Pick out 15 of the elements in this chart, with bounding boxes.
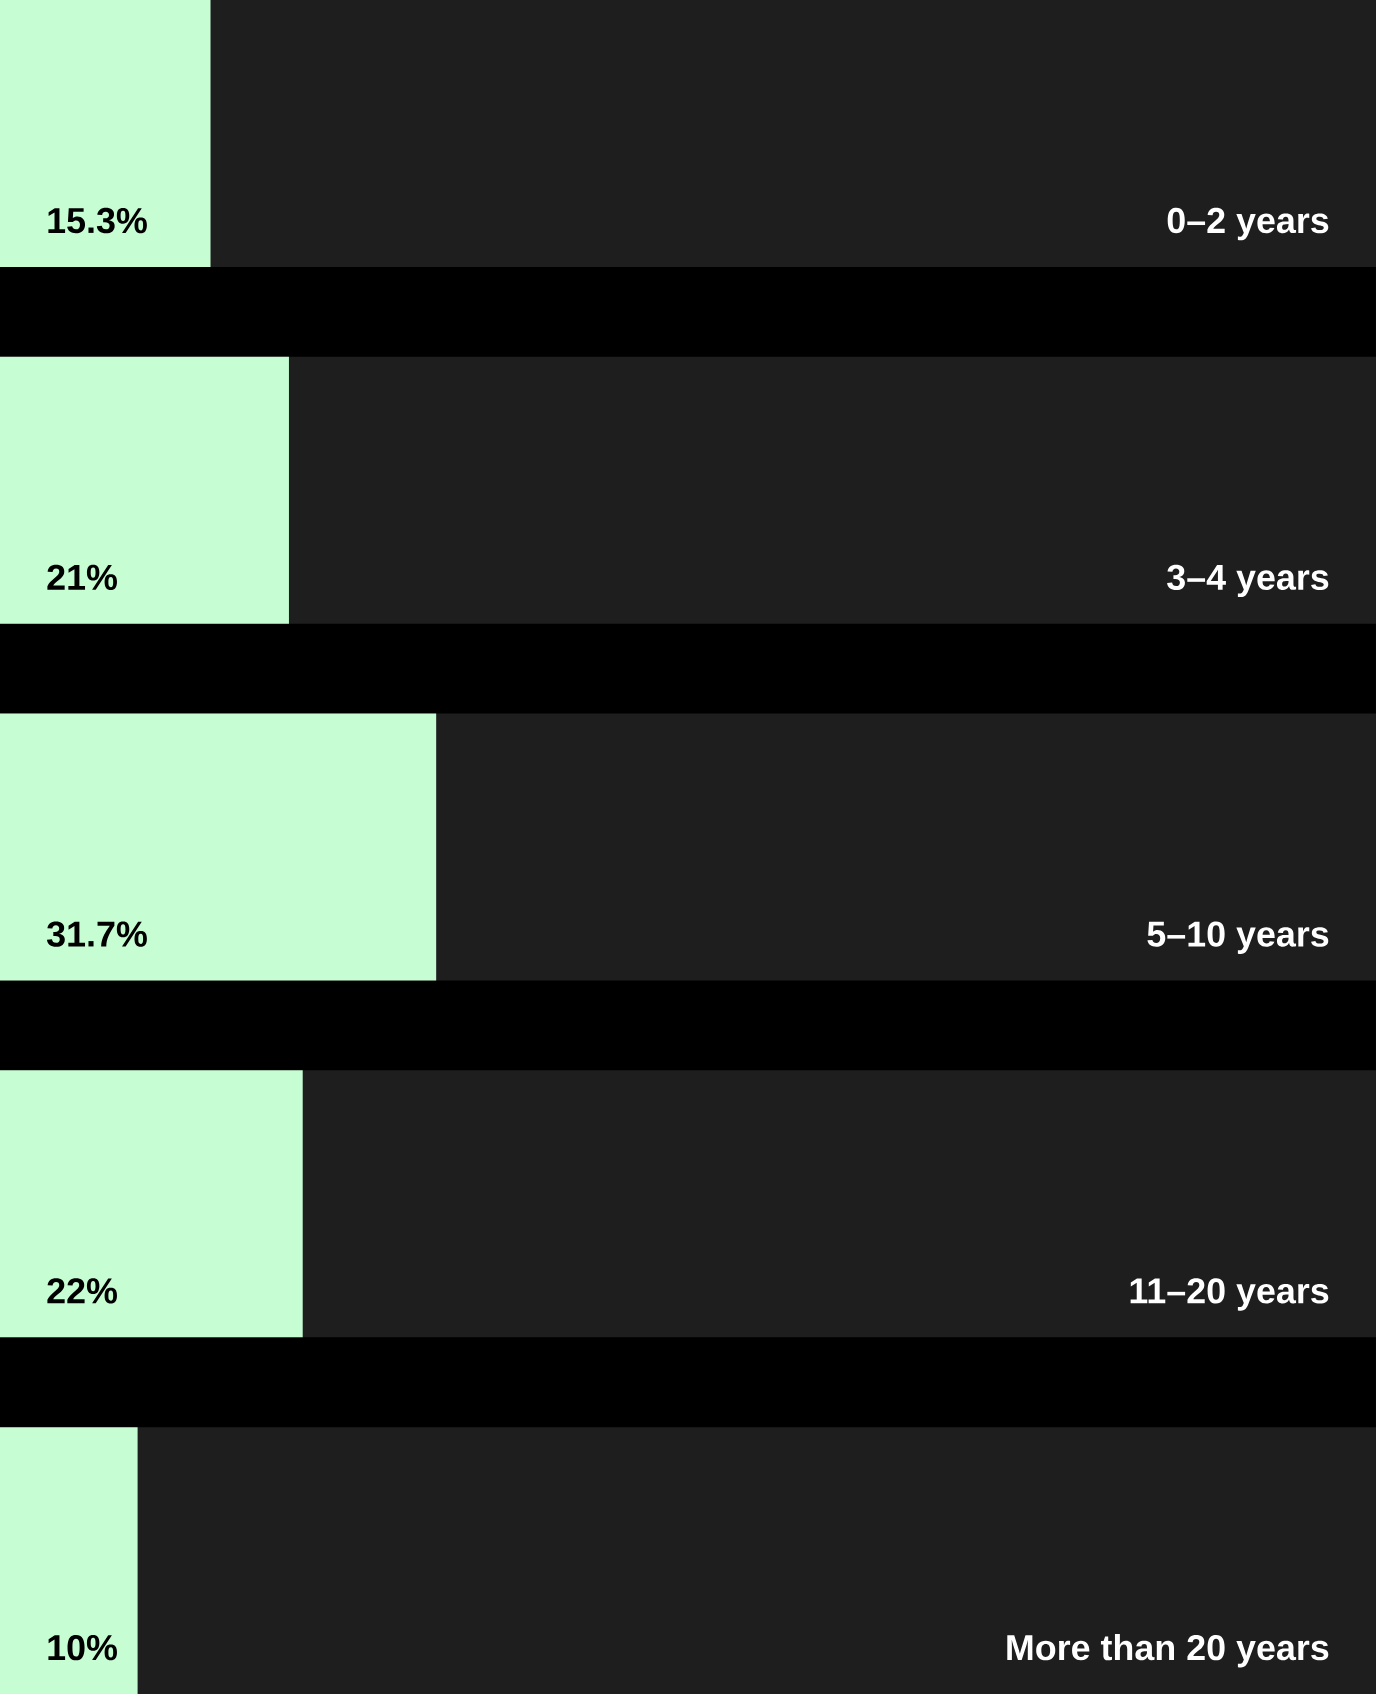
bar bbox=[0, 713, 437, 981]
data-label: 31.7% bbox=[47, 921, 147, 947]
bar bbox=[0, 1070, 303, 1338]
data-label: 10% bbox=[48, 1634, 117, 1661]
data-label: 21% bbox=[47, 564, 117, 590]
y-tick-label: 11–20 years bbox=[1130, 1278, 1329, 1311]
y-tick-label: 5–10 years bbox=[1147, 921, 1329, 954]
data-label: 22% bbox=[47, 1278, 117, 1304]
y-tick-label: More than 20 years bbox=[1007, 1634, 1329, 1668]
bar bbox=[0, 1427, 138, 1694]
data-label: 15.3% bbox=[48, 207, 147, 234]
bar bbox=[0, 0, 211, 267]
y-tick-label: 3–4 years bbox=[1167, 564, 1329, 598]
bar bbox=[0, 356, 289, 624]
y-tick-label: 0–2 years bbox=[1167, 207, 1329, 241]
